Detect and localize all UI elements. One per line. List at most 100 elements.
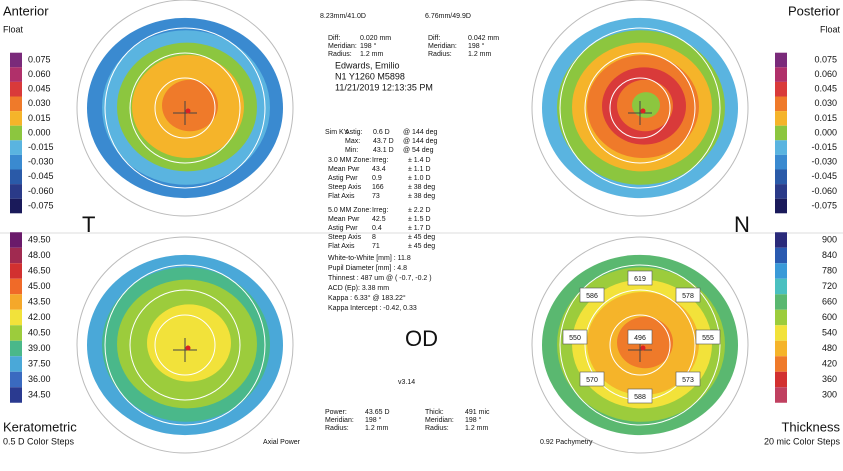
scale-swatch (775, 278, 787, 295)
info-text: Radius: (425, 425, 449, 432)
zone-text: ± 2.2 D (408, 207, 431, 214)
scale-swatch (10, 309, 22, 326)
scale-label: 40.50 (28, 327, 51, 337)
map-circle (609, 77, 671, 139)
info-text: 491 mic (465, 409, 490, 416)
zone-text: Flat Axis (328, 193, 355, 200)
scale-label: 45.00 (28, 281, 51, 291)
scale-swatch (775, 247, 787, 264)
subtitle: Float (3, 24, 24, 34)
scale-label: -0.060 (811, 186, 837, 196)
scale-label: 0.000 (814, 127, 837, 137)
temporal-label: T (82, 212, 95, 237)
zone-text: Steep Axis (328, 234, 362, 241)
zone-text: Flat Axis (328, 243, 355, 250)
zone-text: 8 (372, 234, 376, 241)
scale-label: 0.075 (814, 54, 837, 64)
zone-text: Astig Pwr (328, 225, 358, 232)
info-text: Meridian: (425, 417, 454, 424)
title: Thickness (781, 419, 840, 434)
scale-swatch (10, 247, 22, 264)
scale-swatch (775, 52, 787, 68)
scale-swatch (10, 125, 22, 141)
thickness-box (579, 371, 605, 387)
scale-swatch (10, 154, 22, 170)
info-text: 1.2 mm (365, 425, 389, 432)
map-zone (162, 79, 218, 132)
info-text: 198 ° (468, 42, 485, 50)
scale-label: 660 (822, 296, 837, 306)
scale-swatch (775, 67, 787, 82)
map-circle (559, 27, 721, 189)
map-circle (609, 314, 671, 376)
scale-swatch (10, 198, 22, 214)
scale-swatch (10, 184, 22, 199)
info-text: Radius: (428, 51, 452, 58)
scale-label: 300 (822, 389, 837, 399)
scale-label: -0.015 (811, 142, 837, 152)
thickness-value: 550 (569, 335, 581, 342)
info-text: Diff: (428, 35, 440, 42)
map-name: Axial Power (263, 439, 301, 446)
header: 8.23mm/41.0D (320, 13, 366, 20)
scale-label: 540 (822, 327, 837, 337)
scale-swatch (775, 325, 787, 341)
scale-swatch (775, 263, 787, 279)
scale-swatch (10, 356, 22, 372)
scale-swatch (10, 325, 22, 341)
scale-swatch (10, 232, 22, 248)
scale-swatch (775, 356, 787, 372)
zone-text: ± 45 deg (408, 243, 435, 250)
simk-text: 43.1 D (373, 147, 394, 154)
thickness-value: 578 (682, 293, 694, 300)
scale-swatch (10, 169, 22, 185)
zone-text: ± 1.0 D (408, 175, 431, 182)
title: Anterior (3, 3, 49, 18)
zone-text: 0.9 (372, 175, 382, 182)
info-text: 198 ° (365, 416, 382, 424)
map-circle (559, 264, 721, 426)
zone-text: 71 (372, 243, 380, 250)
zone-text: 42.5 (372, 216, 386, 223)
map-name: 0.92 Pachymetry (540, 439, 593, 446)
thickness-value: 570 (586, 377, 598, 384)
info-text: 1.2 mm (465, 425, 489, 432)
subtitle: 20 mic Color Steps (764, 436, 841, 446)
simk-text: 0.6 D (373, 129, 390, 136)
scale-label: 37.50 (28, 358, 51, 368)
pupil-center (185, 108, 191, 114)
info-text: 0.020 mm (360, 35, 391, 42)
scale-label: 46.50 (28, 265, 51, 275)
scale-swatch (10, 387, 22, 403)
simk-text: Astig: (345, 129, 363, 136)
scale-swatch (775, 184, 787, 199)
zone-text: ± 1.4 D (408, 157, 431, 164)
scale-label: 0.015 (814, 113, 837, 123)
scale-label: 0.000 (28, 127, 51, 137)
scale-swatch (10, 67, 22, 82)
scale-label: -0.045 (28, 171, 54, 181)
zone-text: 0.4 (372, 225, 382, 232)
scale-swatch (775, 198, 787, 214)
thickness-value: 586 (586, 293, 598, 300)
thickness-box (627, 329, 653, 345)
map-zone (147, 304, 231, 382)
info-text: Meridian: (328, 43, 357, 50)
info-text: 1.2 mm (468, 51, 492, 58)
map-circle (584, 52, 696, 164)
info-text: 198 ° (465, 416, 482, 424)
subtitle: Float (820, 24, 841, 34)
scale-label: -0.075 (811, 200, 837, 210)
thickness-box (675, 287, 701, 303)
map-circle (104, 27, 266, 189)
subtitle: 0.5 D Color Steps (3, 436, 75, 446)
scale-label: 600 (822, 312, 837, 322)
thickness-value: 555 (702, 335, 714, 342)
zone-text: 43.4 (372, 166, 386, 173)
scale-swatch (775, 371, 787, 388)
scale-label: -0.030 (811, 157, 837, 167)
info-text: 43.65 D (365, 409, 390, 416)
zone-text: Irreg: (372, 207, 388, 214)
thickness-box (579, 287, 605, 303)
